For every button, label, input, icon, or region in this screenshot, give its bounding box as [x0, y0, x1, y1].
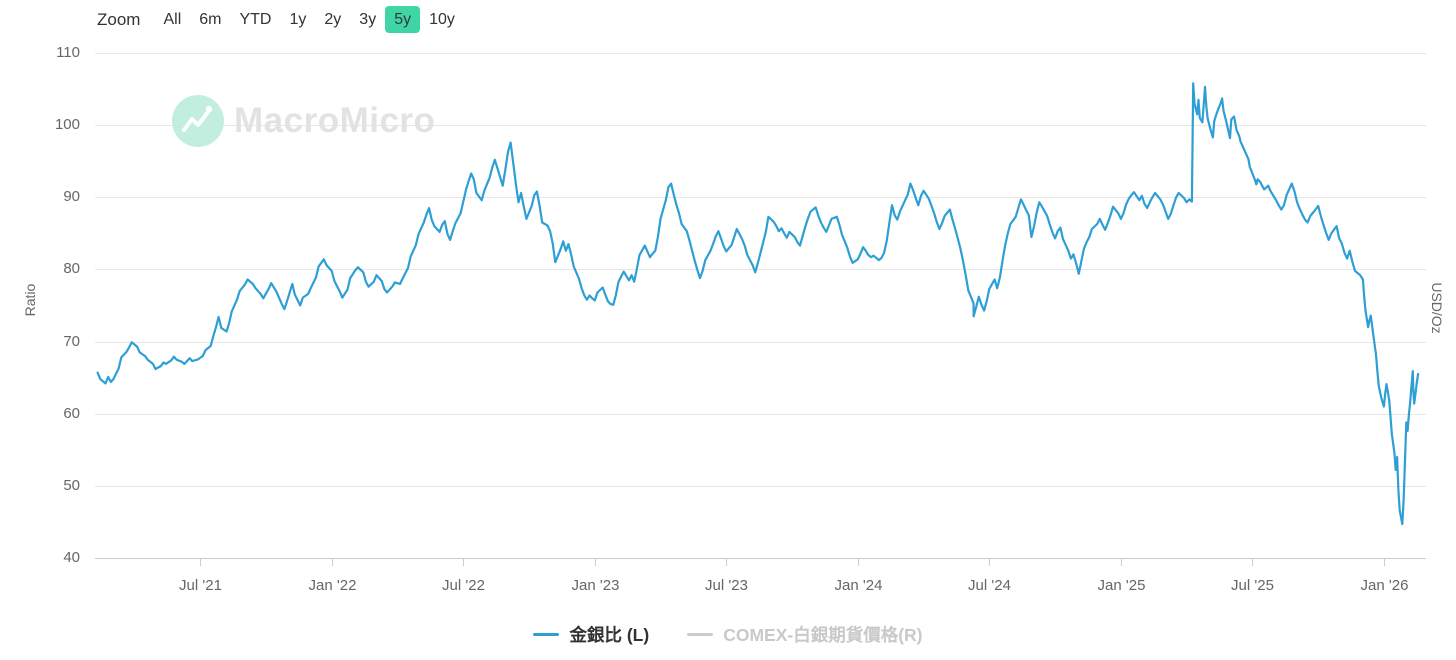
- x-tick-label: Jul '25: [1231, 577, 1274, 594]
- series-dash-icon: [533, 632, 560, 637]
- y-tick-label: 50: [63, 476, 80, 494]
- range-button-ytd[interactable]: YTD: [230, 6, 280, 33]
- left-axis-title: Ratio: [22, 283, 38, 317]
- y-tick-label: 90: [63, 187, 80, 205]
- y-tick-label: 110: [56, 43, 80, 61]
- legend-item-gold-silver-ratio[interactable]: 金銀比 (L): [533, 622, 649, 647]
- legend: 金銀比 (L) COMEX-白銀期貨價格(R): [0, 622, 1456, 647]
- y-tick-label: 60: [63, 404, 80, 422]
- x-tick-label: Jan '23: [571, 577, 620, 594]
- y-tick-label: 70: [63, 332, 80, 350]
- x-tick-label: Jan '25: [1097, 577, 1146, 594]
- series-dash-icon: [687, 632, 714, 637]
- watermark-text: MacroMicro: [234, 101, 436, 140]
- range-button-3y[interactable]: 3y: [350, 6, 385, 33]
- y-tick-label: 40: [63, 548, 80, 566]
- legend-item-comex-silver-futures[interactable]: COMEX-白銀期貨價格(R): [687, 622, 923, 647]
- range-button-all[interactable]: All: [154, 6, 190, 33]
- right-axis-title: USD/Oz: [1429, 282, 1445, 334]
- macromicro-watermark: MacroMicro: [172, 95, 435, 147]
- range-button-1y[interactable]: 1y: [280, 6, 315, 33]
- x-tick-label: Jan '24: [834, 577, 883, 594]
- x-tick-label: Jul '23: [705, 577, 748, 594]
- range-button-10y[interactable]: 10y: [420, 6, 464, 33]
- range-button-2y[interactable]: 2y: [315, 6, 350, 33]
- x-tick-label: Jul '21: [179, 577, 222, 594]
- range-button-5y[interactable]: 5y: [385, 6, 421, 34]
- legend-label: COMEX-白銀期貨價格(R): [723, 625, 923, 645]
- series-line-gold-silver-ratio: [96, 82, 1420, 526]
- macromicro-logo-icon: [172, 95, 224, 147]
- y-tick-label: 100: [54, 115, 80, 133]
- zoom-toolbar: Zoom All 6m YTD 1y 2y 3y 5y 10y: [97, 6, 464, 34]
- zoom-label: Zoom: [97, 9, 141, 29]
- range-buttons: All 6m YTD 1y 2y 3y 5y 10y: [154, 6, 464, 34]
- y-tick-label: 80: [63, 259, 80, 277]
- x-tick-label: Jan '26: [1360, 577, 1409, 594]
- x-tick-label: Jan '22: [308, 577, 357, 594]
- x-tick-label: Jul '24: [968, 577, 1011, 594]
- range-button-6m[interactable]: 6m: [190, 6, 230, 33]
- x-tick-label: Jul '22: [442, 577, 485, 594]
- legend-label: 金銀比 (L): [569, 625, 650, 645]
